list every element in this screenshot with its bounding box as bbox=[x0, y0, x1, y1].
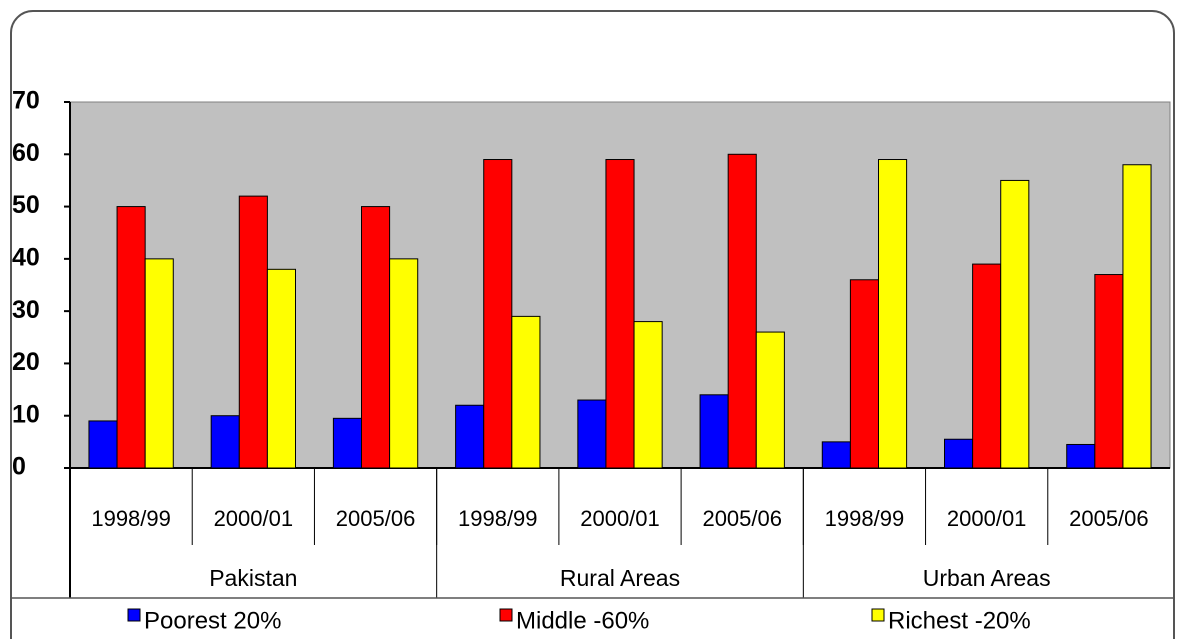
bar bbox=[849, 279, 880, 469]
y-tick-label: 30 bbox=[12, 296, 40, 324]
bar bbox=[699, 394, 729, 469]
legend-label: Middle -60% bbox=[516, 607, 649, 634]
y-tick-label: 70 bbox=[12, 87, 40, 115]
x-tick-label: 2005/06 bbox=[702, 506, 782, 531]
group-label: Urban Areas bbox=[923, 565, 1051, 591]
x-tick-label: 2005/06 bbox=[336, 506, 416, 531]
y-tick-label: 10 bbox=[12, 400, 40, 428]
legend-swatch bbox=[127, 608, 141, 622]
bar bbox=[483, 159, 513, 469]
bar bbox=[633, 321, 663, 469]
bar bbox=[389, 258, 419, 469]
bar bbox=[332, 417, 362, 469]
bar bbox=[1122, 164, 1152, 469]
bar bbox=[361, 206, 391, 469]
y-tick-label: 40 bbox=[12, 243, 40, 271]
bar bbox=[1000, 179, 1030, 469]
y-tick-label: 20 bbox=[12, 348, 40, 376]
bar bbox=[577, 399, 607, 469]
bar bbox=[727, 153, 757, 469]
bar bbox=[88, 420, 118, 469]
x-tick-label: 2000/01 bbox=[947, 506, 1027, 531]
bar bbox=[266, 268, 296, 469]
bar bbox=[878, 159, 908, 469]
x-tick-label: 1998/99 bbox=[825, 506, 905, 531]
bar bbox=[605, 159, 635, 469]
legend-swatch bbox=[871, 608, 885, 622]
x-tick-label: 1998/99 bbox=[91, 506, 171, 531]
legend-label: Richest -20% bbox=[888, 607, 1031, 634]
bar bbox=[455, 404, 485, 469]
legend-swatch bbox=[499, 608, 513, 622]
group-label: Rural Areas bbox=[560, 565, 680, 591]
y-tick-label: 50 bbox=[12, 191, 40, 219]
bar bbox=[821, 441, 851, 469]
bar bbox=[144, 258, 174, 469]
bar bbox=[944, 438, 974, 469]
bar bbox=[511, 315, 541, 469]
x-tick-label: 2005/06 bbox=[1069, 506, 1149, 531]
bar bbox=[755, 331, 785, 469]
bar bbox=[1066, 443, 1096, 469]
bar bbox=[210, 415, 240, 469]
bar bbox=[972, 263, 1002, 469]
bar bbox=[238, 195, 268, 469]
y-tick-label: 60 bbox=[12, 139, 40, 167]
bar bbox=[116, 206, 146, 469]
legend-label: Poorest 20% bbox=[144, 607, 281, 634]
bar bbox=[1094, 274, 1124, 469]
x-tick-label: 2000/01 bbox=[214, 506, 294, 531]
x-tick-label: 1998/99 bbox=[458, 506, 538, 531]
group-label: Pakistan bbox=[209, 565, 297, 591]
y-tick-label: 0 bbox=[12, 453, 26, 481]
x-tick-label: 2000/01 bbox=[580, 506, 660, 531]
